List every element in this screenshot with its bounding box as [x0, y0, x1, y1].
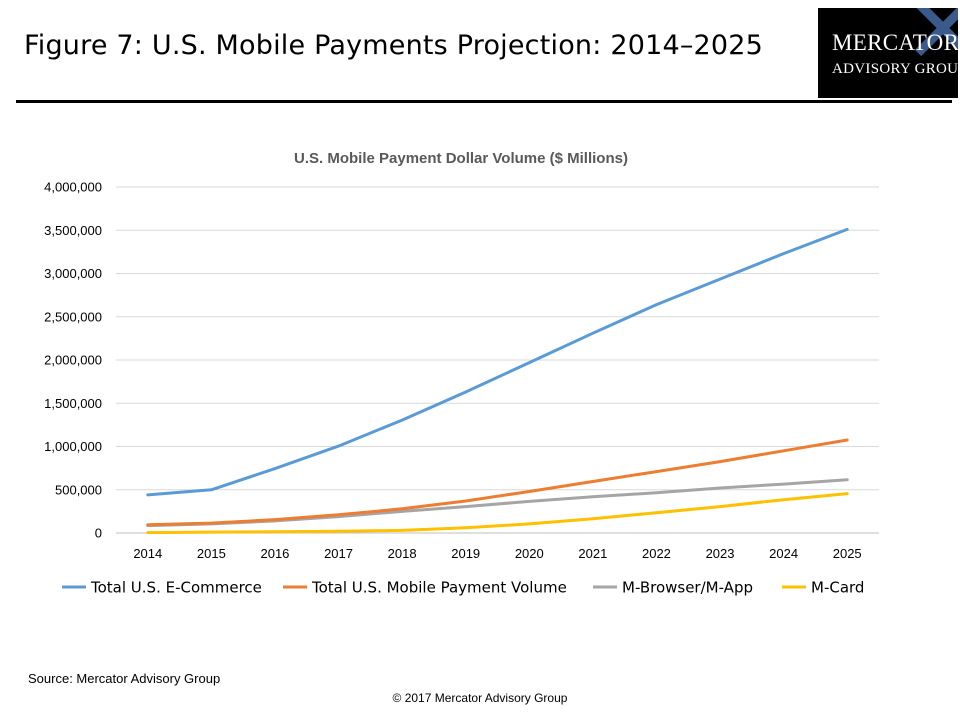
legend-label: M-Browser/M-App: [622, 579, 753, 597]
series-line-total-u-s-mobile-payment-volume: [146, 438, 849, 527]
x-tick-label: 2023: [706, 546, 735, 561]
y-tick-label: 1,000,000: [44, 439, 102, 454]
y-tick-label: 2,000,000: [44, 353, 102, 368]
series-lines: [146, 227, 849, 535]
x-tick-label: 2022: [642, 546, 671, 561]
legend: Total U.S. E-Commerce Total U.S. Mobile P…: [62, 579, 864, 597]
copyright-note: © 2017 Mercator Advisory Group: [392, 691, 568, 705]
y-tick-label: 1,500,000: [44, 396, 102, 411]
legend-label: Total U.S. E-Commerce: [90, 579, 262, 597]
y-axis-ticks: 0 500,000 1,000,000 1,500,000 2,000,000 2,500…: [44, 180, 102, 541]
x-tick-label: 2015: [197, 546, 226, 561]
series-line-total-u-s-e-commerce: [146, 227, 849, 497]
y-tick-label: 3,500,000: [44, 223, 102, 238]
series-line-m-card: [146, 492, 849, 535]
logo-x-mark-icon: [914, 8, 958, 57]
chart-title: U.S. Mobile Payment Dollar Volume ($ Mil…: [294, 150, 628, 167]
y-tick-label: 2,500,000: [44, 309, 102, 324]
x-tick-label: 2018: [388, 546, 417, 561]
legend-label: Total U.S. Mobile Payment Volume: [311, 579, 567, 597]
x-tick-label: 2019: [451, 546, 480, 561]
x-tick-label: 2020: [515, 546, 544, 561]
logo-line-1: Mercator: [832, 30, 958, 55]
y-tick-label: 500,000: [55, 482, 102, 497]
mercator-logo: Mercator Advisory Group: [818, 8, 958, 98]
x-tick-label: 2021: [578, 546, 607, 561]
x-tick-label: 2017: [324, 546, 353, 561]
line-chart: U.S. Mobile Payment Dollar Volume ($ Mil…: [44, 150, 879, 597]
gridlines: [116, 186, 879, 534]
logo-line-2: Advisory Group: [832, 61, 958, 77]
y-tick-label: 3,000,000: [44, 266, 102, 281]
legend-label: M-Card: [811, 579, 864, 597]
x-tick-label: 2025: [833, 546, 862, 561]
x-tick-label: 2016: [260, 546, 289, 561]
x-tick-label: 2024: [769, 546, 798, 561]
y-tick-label: 4,000,000: [44, 180, 102, 195]
x-tick-label: 2014: [133, 546, 162, 561]
x-axis-ticks: 2014 2015 2016 2017 2018 2019 2020 2021 2022 2023…: [133, 546, 861, 561]
title-divider: [16, 100, 952, 103]
figure-title: Figure 7: U.S. Mobile Payments Projectio…: [24, 30, 764, 61]
source-note: Source: Mercator Advisory Group: [28, 671, 221, 686]
y-tick-label: 0: [95, 526, 102, 541]
